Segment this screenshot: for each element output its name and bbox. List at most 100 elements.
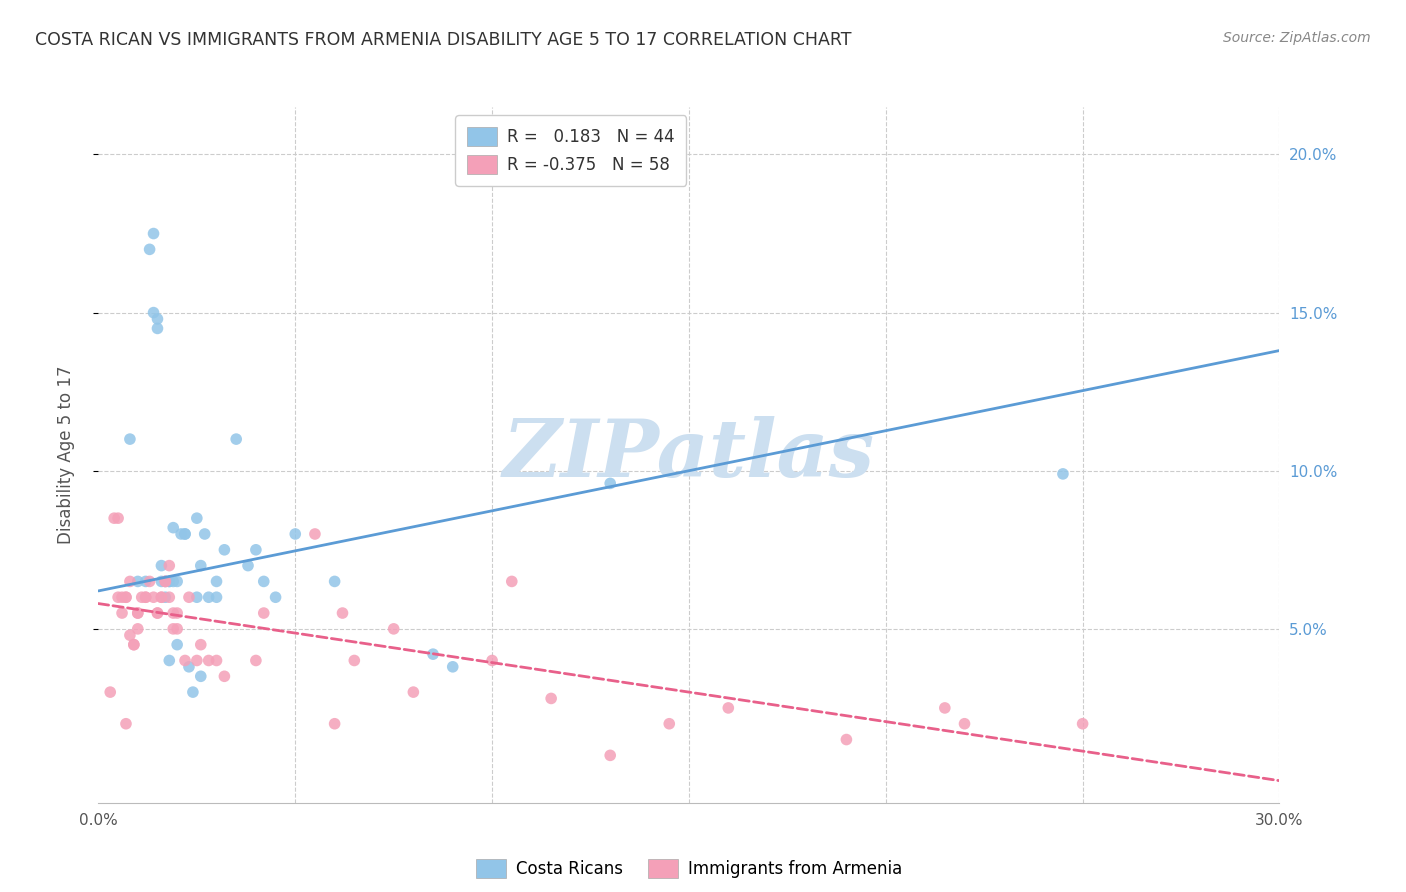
Point	[197, 591, 219, 605]
Point	[155, 591, 177, 605]
Point	[186, 511, 208, 525]
Point	[150, 558, 173, 573]
Point	[162, 622, 184, 636]
Point	[166, 622, 188, 636]
Point	[599, 476, 621, 491]
Point	[953, 716, 976, 731]
Point	[166, 574, 188, 589]
Point	[122, 638, 145, 652]
Point	[190, 669, 212, 683]
Point	[107, 511, 129, 525]
Point	[142, 591, 165, 605]
Point	[323, 574, 346, 589]
Point	[107, 591, 129, 605]
Point	[177, 591, 200, 605]
Y-axis label: Disability Age 5 to 17: Disability Age 5 to 17	[56, 366, 75, 544]
Point	[717, 701, 740, 715]
Text: Source: ZipAtlas.com: Source: ZipAtlas.com	[1223, 31, 1371, 45]
Point	[155, 574, 177, 589]
Point	[177, 660, 200, 674]
Point	[402, 685, 425, 699]
Point	[422, 647, 444, 661]
Point	[142, 227, 165, 241]
Point	[343, 653, 366, 667]
Point	[115, 716, 138, 731]
Point	[253, 574, 276, 589]
Point	[599, 748, 621, 763]
Point	[186, 653, 208, 667]
Point	[1052, 467, 1074, 481]
Point	[186, 591, 208, 605]
Point	[111, 606, 134, 620]
Point	[170, 527, 193, 541]
Point	[127, 622, 149, 636]
Point	[150, 591, 173, 605]
Point	[146, 312, 169, 326]
Point	[162, 606, 184, 620]
Point	[205, 653, 228, 667]
Point	[98, 685, 121, 699]
Point	[115, 591, 138, 605]
Point	[127, 606, 149, 620]
Point	[138, 243, 160, 257]
Point	[115, 591, 138, 605]
Point	[1071, 716, 1094, 731]
Point	[135, 591, 157, 605]
Point	[146, 606, 169, 620]
Point	[540, 691, 562, 706]
Point	[150, 591, 173, 605]
Text: COSTA RICAN VS IMMIGRANTS FROM ARMENIA DISABILITY AGE 5 TO 17 CORRELATION CHART: COSTA RICAN VS IMMIGRANTS FROM ARMENIA D…	[35, 31, 852, 49]
Point	[214, 542, 236, 557]
Point	[284, 527, 307, 541]
Point	[382, 622, 405, 636]
Legend: Costa Ricans, Immigrants from Armenia: Costa Ricans, Immigrants from Armenia	[470, 853, 908, 885]
Point	[127, 574, 149, 589]
Point	[166, 638, 188, 652]
Point	[146, 321, 169, 335]
Point	[225, 432, 247, 446]
Point	[194, 527, 217, 541]
Point	[174, 653, 197, 667]
Point	[127, 606, 149, 620]
Point	[146, 606, 169, 620]
Point	[245, 542, 267, 557]
Point	[197, 653, 219, 667]
Point	[118, 574, 141, 589]
Point	[253, 606, 276, 620]
Point	[174, 527, 197, 541]
Point	[236, 558, 259, 573]
Point	[157, 574, 180, 589]
Point	[155, 574, 177, 589]
Point	[103, 511, 125, 525]
Point	[150, 574, 173, 589]
Point	[142, 305, 165, 319]
Point	[118, 432, 141, 446]
Point	[181, 685, 204, 699]
Point	[323, 716, 346, 731]
Point	[174, 527, 197, 541]
Point	[190, 558, 212, 573]
Point	[245, 653, 267, 667]
Point	[332, 606, 354, 620]
Point	[157, 574, 180, 589]
Point	[481, 653, 503, 667]
Point	[501, 574, 523, 589]
Point	[264, 591, 287, 605]
Point	[162, 574, 184, 589]
Point	[157, 558, 180, 573]
Point	[205, 574, 228, 589]
Point	[131, 591, 153, 605]
Point	[934, 701, 956, 715]
Point	[135, 591, 157, 605]
Point	[135, 574, 157, 589]
Point	[138, 574, 160, 589]
Point	[155, 574, 177, 589]
Point	[157, 591, 180, 605]
Text: ZIPatlas: ZIPatlas	[503, 417, 875, 493]
Point	[122, 638, 145, 652]
Point	[118, 628, 141, 642]
Point	[658, 716, 681, 731]
Point	[111, 591, 134, 605]
Point	[214, 669, 236, 683]
Point	[304, 527, 326, 541]
